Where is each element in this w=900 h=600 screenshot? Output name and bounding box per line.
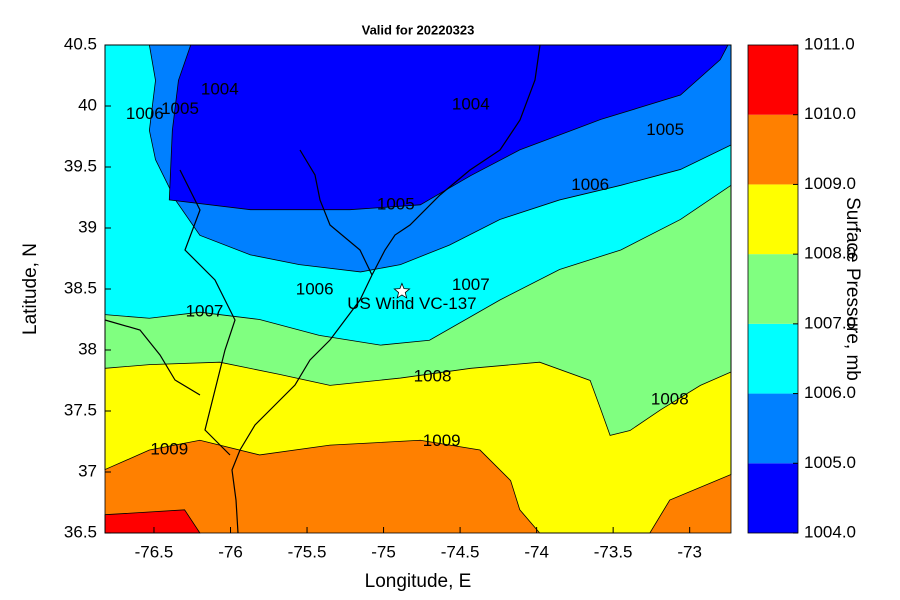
y-tick-label: 37.5 (64, 400, 97, 419)
contour-label: 1006 (126, 104, 164, 123)
y-tick-label: 39.5 (64, 156, 97, 175)
x-tick-label: -75 (371, 542, 396, 561)
colorbar-swatch (748, 393, 798, 464)
x-tick-label: -73.5 (594, 542, 633, 561)
site-label: US Wind VC-137 (347, 294, 476, 313)
colorbar-swatch (748, 254, 798, 324)
contour-label: 1004 (452, 94, 490, 113)
y-tick-label: 40 (78, 95, 97, 114)
contour-label: 1007 (452, 275, 490, 294)
contour-label: 1005 (377, 194, 415, 213)
y-tick-label: 36.5 (64, 522, 97, 541)
colorbar-tick-label: 1004.0 (804, 522, 856, 541)
x-tick-label: -76 (218, 542, 243, 561)
colorbar-swatch (748, 45, 798, 115)
y-tick-label: 38.5 (64, 278, 97, 297)
x-tick-label: -73 (677, 542, 702, 561)
contour-label: 1005 (646, 120, 684, 139)
colorbar-tick-label: 1010.0 (804, 104, 856, 123)
colorbar-swatch (748, 323, 798, 394)
colorbar-swatch (748, 114, 798, 185)
contour-label: 1009 (423, 431, 461, 450)
contour-label: 1008 (651, 390, 689, 409)
colorbar-swatch (748, 463, 798, 533)
y-axis-label: Latitude, N (20, 243, 41, 335)
x-tick-label: -74.5 (441, 542, 480, 561)
plot-area: 1004100410051005100510061006100610071007… (104, 44, 732, 534)
y-tick-label: 37 (78, 461, 97, 480)
contour-label: 1009 (150, 440, 188, 459)
x-tick-label: -76.5 (135, 542, 174, 561)
colorbar-swatch (748, 184, 798, 255)
y-tick-label: 40.5 (64, 34, 97, 53)
contour-label: 1006 (571, 175, 609, 194)
contour-label: 1005 (161, 99, 199, 118)
colorbar-tick-label: 1007.0 (804, 313, 856, 332)
colorbar-tick-label: 1008.0 (804, 244, 856, 263)
colorbar-tick-label: 1005.0 (804, 453, 856, 472)
colorbar-tick-label: 1011.0 (804, 34, 855, 53)
x-tick-label: -75.5 (288, 542, 327, 561)
contour-label: 1007 (186, 302, 224, 321)
contour-label: 1004 (201, 80, 239, 99)
contour-label: 1008 (414, 366, 452, 385)
site-marker (393, 282, 411, 299)
y-tick-label: 38 (78, 339, 97, 358)
colorbar-tick-label: 1006.0 (804, 383, 856, 402)
colorbar-frame (747, 44, 799, 534)
colorbar-tick-label: 1009.0 (804, 174, 856, 193)
x-axis-label: Longitude, E (365, 571, 472, 592)
coastline (104, 44, 541, 534)
chart-title: Valid for 20220323 (362, 22, 475, 37)
y-tick-label: 39 (78, 217, 97, 236)
contour-label: 1006 (296, 280, 334, 299)
x-tick-label: -74 (524, 542, 549, 561)
colorbar-label: Surface Pressure, mb (842, 197, 863, 381)
